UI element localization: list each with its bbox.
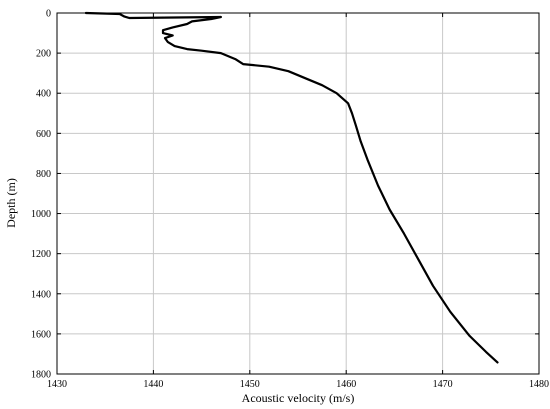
x-tick-label: 1460	[336, 379, 356, 390]
y-tick-label: 0	[46, 9, 51, 20]
y-axis-label: Depth (m)	[4, 178, 18, 228]
series-group	[84, 11, 499, 364]
y-tick-label: 200	[36, 49, 51, 60]
velocity-profile-line	[84, 11, 499, 364]
x-tick-label: 1480	[529, 379, 549, 390]
y-tick-label: 400	[36, 89, 51, 100]
y-tick-label: 1000	[31, 209, 51, 220]
y-tick-label: 600	[36, 129, 51, 140]
x-tick-label: 1450	[240, 379, 260, 390]
y-tick-label: 1200	[31, 249, 51, 260]
x-tick-label: 1470	[433, 379, 453, 390]
axis-ticks: 1430 1440 1450 1460 1470 1480 0 200 400 600 800 100…	[31, 9, 549, 391]
y-tick-label: 1600	[31, 329, 51, 340]
y-tick-label: 800	[36, 169, 51, 180]
x-tick-label: 1440	[143, 379, 163, 390]
plot-frame	[56, 12, 540, 375]
grid-lines	[57, 13, 539, 374]
y-tick-label: 1800	[31, 370, 51, 381]
y-tick-label: 1400	[31, 289, 51, 300]
x-axis-label: Acoustic velocity (m/s)	[242, 391, 355, 405]
x-tick-label: 1430	[47, 379, 67, 390]
